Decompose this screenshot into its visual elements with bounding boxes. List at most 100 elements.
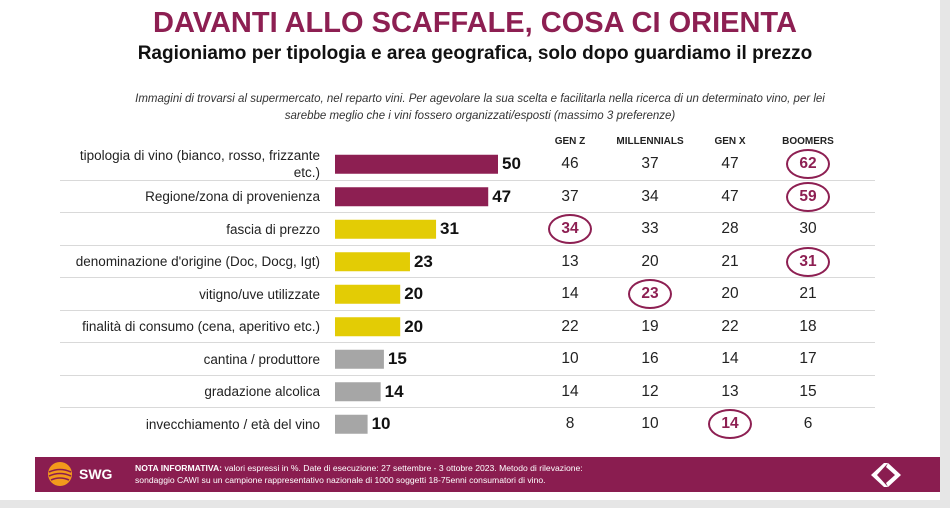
table-cell: 14 bbox=[721, 350, 739, 368]
row-separator bbox=[60, 342, 875, 343]
category-label: invecchiamento / età del vino bbox=[146, 416, 320, 433]
footer-note: NOTA INFORMATIVA: valori espressi in %. … bbox=[135, 462, 745, 486]
row-separator bbox=[60, 212, 875, 213]
table-cell: 28 bbox=[721, 220, 739, 238]
survey-question: Immagini di trovarsi al supermercato, ne… bbox=[95, 91, 865, 124]
row-separator bbox=[60, 407, 875, 408]
column-header: GEN Z bbox=[554, 136, 586, 147]
table-cell: 17 bbox=[799, 350, 817, 368]
table-cell: 21 bbox=[799, 285, 817, 303]
highlighted-cell: 23 bbox=[628, 279, 672, 310]
table-cell: 34 bbox=[641, 187, 659, 205]
footer-note-label: NOTA INFORMATIVA: bbox=[135, 463, 223, 473]
table-cell: 22 bbox=[561, 317, 579, 335]
highlighted-cell: 31 bbox=[786, 246, 830, 277]
slide: DAVANTI ALLO SCAFFALE, COSA CI ORIENTA R… bbox=[0, 0, 940, 500]
highlighted-cell: 59 bbox=[786, 181, 830, 212]
column-header: BOOMERS bbox=[782, 136, 834, 147]
table-cell: 15 bbox=[799, 382, 817, 400]
category-label: gradazione alcolica bbox=[204, 383, 320, 400]
category-label-line: vitigno/uve utilizzate bbox=[199, 286, 320, 302]
swg-globe-icon bbox=[48, 462, 72, 486]
category-label-line: Regione/zona di provenienza bbox=[145, 189, 320, 205]
footer-note-line-2: sondaggio CAWI su un campione rappresent… bbox=[135, 475, 546, 485]
highlighted-cell: 14 bbox=[708, 409, 752, 440]
bar-chart bbox=[335, 154, 498, 434]
row-separator bbox=[60, 374, 875, 376]
category-label: denominazione d'origine (Doc, Docg, Igt) bbox=[76, 253, 320, 270]
row-separator bbox=[60, 244, 875, 246]
category-label-line: fascia di prezzo bbox=[226, 221, 320, 237]
table-cell: 13 bbox=[561, 252, 579, 270]
bar-value-label: 10 bbox=[371, 414, 391, 434]
table-cell: 14 bbox=[561, 382, 579, 400]
table-cell: 8 bbox=[565, 415, 575, 433]
bar bbox=[335, 154, 498, 174]
table-cell: 6 bbox=[803, 415, 813, 433]
table-cell: 20 bbox=[641, 252, 659, 270]
bar-value-label: 20 bbox=[404, 284, 424, 304]
bar bbox=[335, 382, 381, 402]
category-label-line: denominazione d'origine (Doc, Docg, Igt) bbox=[75, 254, 320, 270]
category-label: tipologia di vino (bianco, rosso, frizza… bbox=[80, 147, 320, 181]
table-cell: 19 bbox=[641, 317, 659, 335]
bar-value-label: 31 bbox=[440, 219, 459, 239]
footer-note-line-1: NOTA INFORMATIVA: valori espressi in %. … bbox=[135, 462, 745, 474]
bar-value-label: 15 bbox=[387, 349, 407, 369]
bar bbox=[335, 252, 410, 272]
bar bbox=[335, 187, 489, 207]
category-label-line: cantina / produttore bbox=[203, 351, 320, 367]
table-cell: 14 bbox=[561, 285, 579, 303]
category-label: vitigno/uve utilizzate bbox=[199, 286, 320, 303]
bar-value-label: 23 bbox=[413, 251, 433, 271]
table-cell: 10 bbox=[641, 415, 659, 433]
category-label: fascia di prezzo bbox=[226, 221, 320, 238]
table-cell: 33 bbox=[641, 220, 659, 238]
bar bbox=[335, 349, 384, 369]
table-cell: 46 bbox=[561, 155, 579, 173]
table-cell: 13 bbox=[721, 382, 739, 400]
column-header: GEN X bbox=[714, 136, 746, 147]
table-cell: 18 bbox=[799, 317, 817, 335]
bar-value-label: 14 bbox=[384, 381, 404, 401]
table-cell: 37 bbox=[641, 155, 659, 173]
table-cell: 22 bbox=[721, 317, 739, 335]
category-label-line: finalità di consumo (cena, aperitivo etc… bbox=[82, 319, 320, 335]
bar bbox=[335, 414, 368, 434]
bar-value-label: 20 bbox=[404, 316, 424, 336]
row-separator bbox=[60, 179, 875, 181]
survey-question-line-2: sarebbe meglio che i vini fossero organi… bbox=[284, 109, 676, 122]
table-cell: 12 bbox=[641, 382, 659, 400]
footer-note-text-1: valori espressi in %. Date di esecuzione… bbox=[224, 463, 583, 473]
table-cell: 30 bbox=[799, 220, 817, 238]
category-label: finalità di consumo (cena, aperitivo etc… bbox=[82, 318, 320, 335]
bar-value-label: 50 bbox=[502, 154, 521, 174]
page-title: DAVANTI ALLO SCAFFALE, COSA CI ORIENTA bbox=[153, 7, 797, 39]
table-cell: 21 bbox=[721, 252, 739, 270]
category-label-line: gradazione alcolica bbox=[204, 384, 320, 400]
table-cell: 10 bbox=[561, 350, 579, 368]
swg-brand: SWG bbox=[79, 466, 113, 482]
table-cell: 47 bbox=[721, 187, 739, 205]
page-edge-right bbox=[940, 0, 950, 508]
category-label: cantina / produttore bbox=[204, 351, 320, 368]
table-cell: 16 bbox=[641, 350, 659, 368]
highlighted-cell: 34 bbox=[548, 214, 592, 245]
table-cell: 47 bbox=[721, 155, 739, 173]
column-header: MILLENNIALS bbox=[616, 136, 684, 147]
category-label: Regione/zona di provenienza bbox=[145, 188, 320, 205]
bar bbox=[335, 284, 401, 304]
footer-bar: SWG NOTA INFORMATIVA: valori espressi in… bbox=[35, 457, 940, 492]
page-subtitle: Ragioniamo per tipologia e area geografi… bbox=[137, 43, 813, 64]
bar-value-label: 47 bbox=[492, 186, 512, 206]
row-separator bbox=[60, 309, 875, 311]
category-label-line: tipologia di vino (bianco, rosso, frizza… bbox=[79, 148, 320, 164]
carrefour-logo-icon bbox=[871, 463, 901, 487]
table-cell: 37 bbox=[561, 187, 579, 205]
category-label-line: etc.) bbox=[293, 165, 320, 181]
page-edge-bottom bbox=[0, 500, 950, 508]
highlighted-cell: 62 bbox=[786, 149, 830, 180]
survey-question-line-1: Immagini di trovarsi al supermercato, ne… bbox=[135, 93, 825, 105]
table-cell: 20 bbox=[721, 285, 739, 303]
category-label-line: invecchiamento / età del vino bbox=[145, 416, 320, 432]
